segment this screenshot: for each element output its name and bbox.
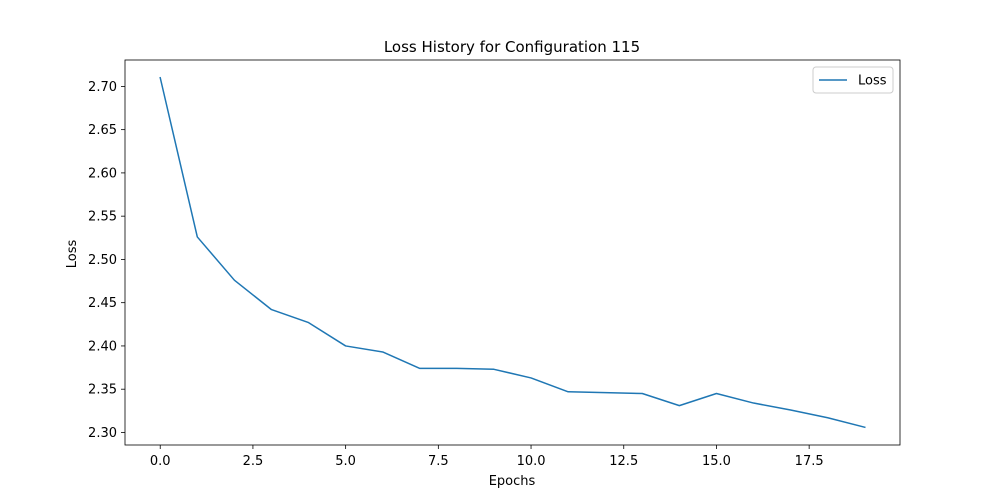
series-line-0 [159,76,866,429]
x-tick-label: 12.5 [609,454,638,469]
x-tick-label: 5.0 [335,454,356,469]
x-tick-label: 2.5 [243,454,264,469]
x-tick-label: 17.5 [795,454,824,469]
axes-frame [124,59,901,446]
y-tick-label: 2.35 [88,383,117,398]
chart-title: Loss History for Configuration 115 [384,38,640,56]
y-tick-label: 2.60 [88,166,117,181]
plot-area: 0.0 2.5 5.0 7.5 10.0 12.5 15.0 17.5 2.30 2.35 2.40… [88,59,901,469]
y-tick-label: 2.40 [88,339,117,354]
y-tick-label: 2.55 [88,210,117,225]
y-tick-label: 2.45 [88,296,117,311]
y-tick-label: 2.70 [88,80,117,95]
legend: Loss [812,66,894,94]
x-tick-label: 15.0 [702,454,731,469]
legend-label: Loss [858,74,887,89]
x-axis-label: Epochs [489,474,536,489]
y-tick-label: 2.65 [88,123,117,138]
y-tick-label: 2.50 [88,253,117,268]
x-tick-label: 10.0 [517,454,546,469]
y-axis-label: Loss [65,240,80,269]
y-tick-label: 2.30 [88,426,117,441]
legend-box [812,66,894,94]
x-tick-label: 7.5 [428,454,449,469]
x-tick-label: 0.0 [150,454,171,469]
